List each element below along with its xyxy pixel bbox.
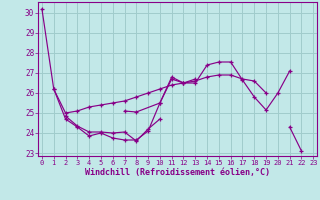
X-axis label: Windchill (Refroidissement éolien,°C): Windchill (Refroidissement éolien,°C) xyxy=(85,168,270,177)
